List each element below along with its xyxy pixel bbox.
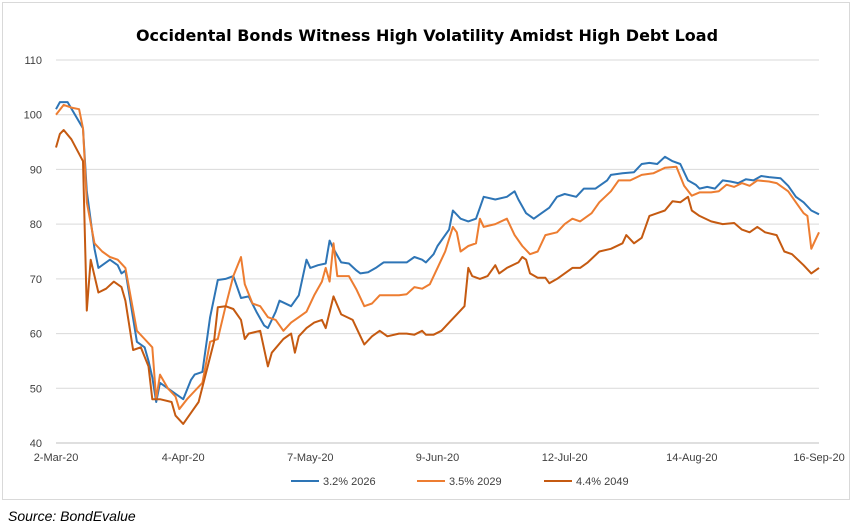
- x-tick-label: 7-May-20: [287, 452, 333, 464]
- legend-label: 3.5% 2029: [449, 476, 502, 488]
- y-tick-label: 60: [30, 329, 42, 341]
- legend-label: 3.2% 2026: [323, 476, 376, 488]
- x-tick-label: 4-Apr-20: [162, 452, 205, 464]
- gridlines: [56, 59, 819, 389]
- chart-title: Occidental Bonds Witness High Volatility…: [135, 26, 719, 45]
- series-line-3: [55, 129, 820, 425]
- x-tick-label: 16-Sep-20: [793, 452, 844, 464]
- x-tick-label: 12-Jul-20: [542, 452, 588, 464]
- y-tick-label: 110: [24, 55, 42, 67]
- y-tick-label: 90: [30, 164, 42, 176]
- y-tick-label: 80: [30, 219, 42, 231]
- chart-frame: [2, 2, 850, 500]
- x-tick-label: 2-Mar-20: [34, 452, 79, 464]
- source-note: Source: BondEvalue: [8, 508, 136, 524]
- x-axis-tick-labels: 2-Mar-20 4-Apr-20 7-May-20 9-Jun-20 12-Jul-2…: [34, 452, 845, 464]
- series-lines: [55, 101, 820, 425]
- series-line-2: [55, 103, 820, 411]
- legend: 3.2% 2026 3.5% 2029 4.4% 2049: [291, 476, 629, 488]
- x-tick-label: 9-Jun-20: [416, 452, 459, 464]
- series-line-1: [55, 101, 820, 403]
- y-axis-tick-labels: 40 50 60 70 80 90 100 110: [24, 55, 42, 450]
- y-tick-label: 100: [24, 110, 42, 122]
- legend-label: 4.4% 2049: [576, 476, 629, 488]
- y-tick-label: 40: [30, 438, 42, 450]
- y-tick-label: 50: [30, 383, 42, 395]
- y-tick-label: 70: [30, 274, 42, 286]
- x-tick-label: 14-Aug-20: [666, 452, 717, 464]
